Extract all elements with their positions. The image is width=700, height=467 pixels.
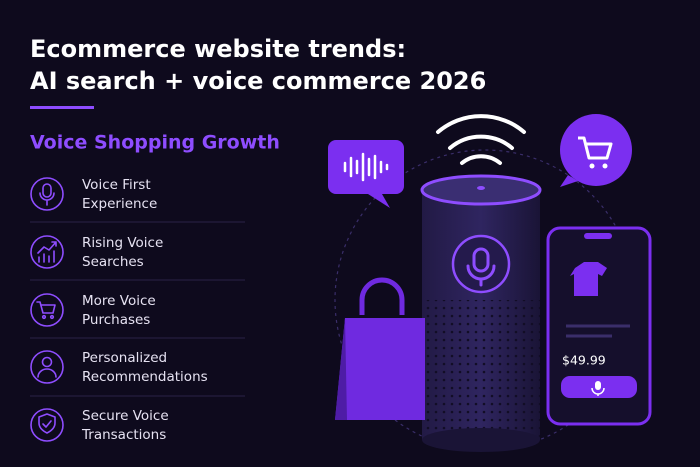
icon <box>30 350 64 384</box>
item-text: Experience <box>82 196 157 212</box>
title-line: Ecommerce website trends: <box>30 35 406 63</box>
section-title: Voice Shopping Growth <box>30 132 280 154</box>
price: $49.99 <box>562 353 606 368</box>
voice-bubble <box>328 140 404 208</box>
smart-speaker <box>420 174 542 452</box>
phone: $49.99 <box>546 226 652 426</box>
item-text: Rising Voice <box>82 235 163 251</box>
item-text: Transactions <box>81 427 166 443</box>
item-text: Purchases <box>82 312 150 328</box>
icon <box>30 235 64 269</box>
item-text: More Voice <box>82 293 156 309</box>
illustration: $49.99 <box>328 114 652 452</box>
item-text: Personalized <box>82 350 167 366</box>
icon <box>30 293 64 327</box>
shopping-bag <box>335 277 425 420</box>
title-underline <box>30 106 94 109</box>
item-text: Searches <box>82 254 144 270</box>
item-text: Secure Voice <box>82 408 169 424</box>
item-text: Recommendations <box>82 369 208 385</box>
title-line: AI search + voice commerce 2026 <box>30 67 486 95</box>
signal <box>436 114 526 165</box>
icon <box>30 408 64 442</box>
feature-list: Voice First Experience Rising Voice Sear… <box>30 177 245 443</box>
cart-bubble <box>560 114 632 187</box>
icon <box>30 177 64 211</box>
item-text: Voice First <box>82 177 151 193</box>
